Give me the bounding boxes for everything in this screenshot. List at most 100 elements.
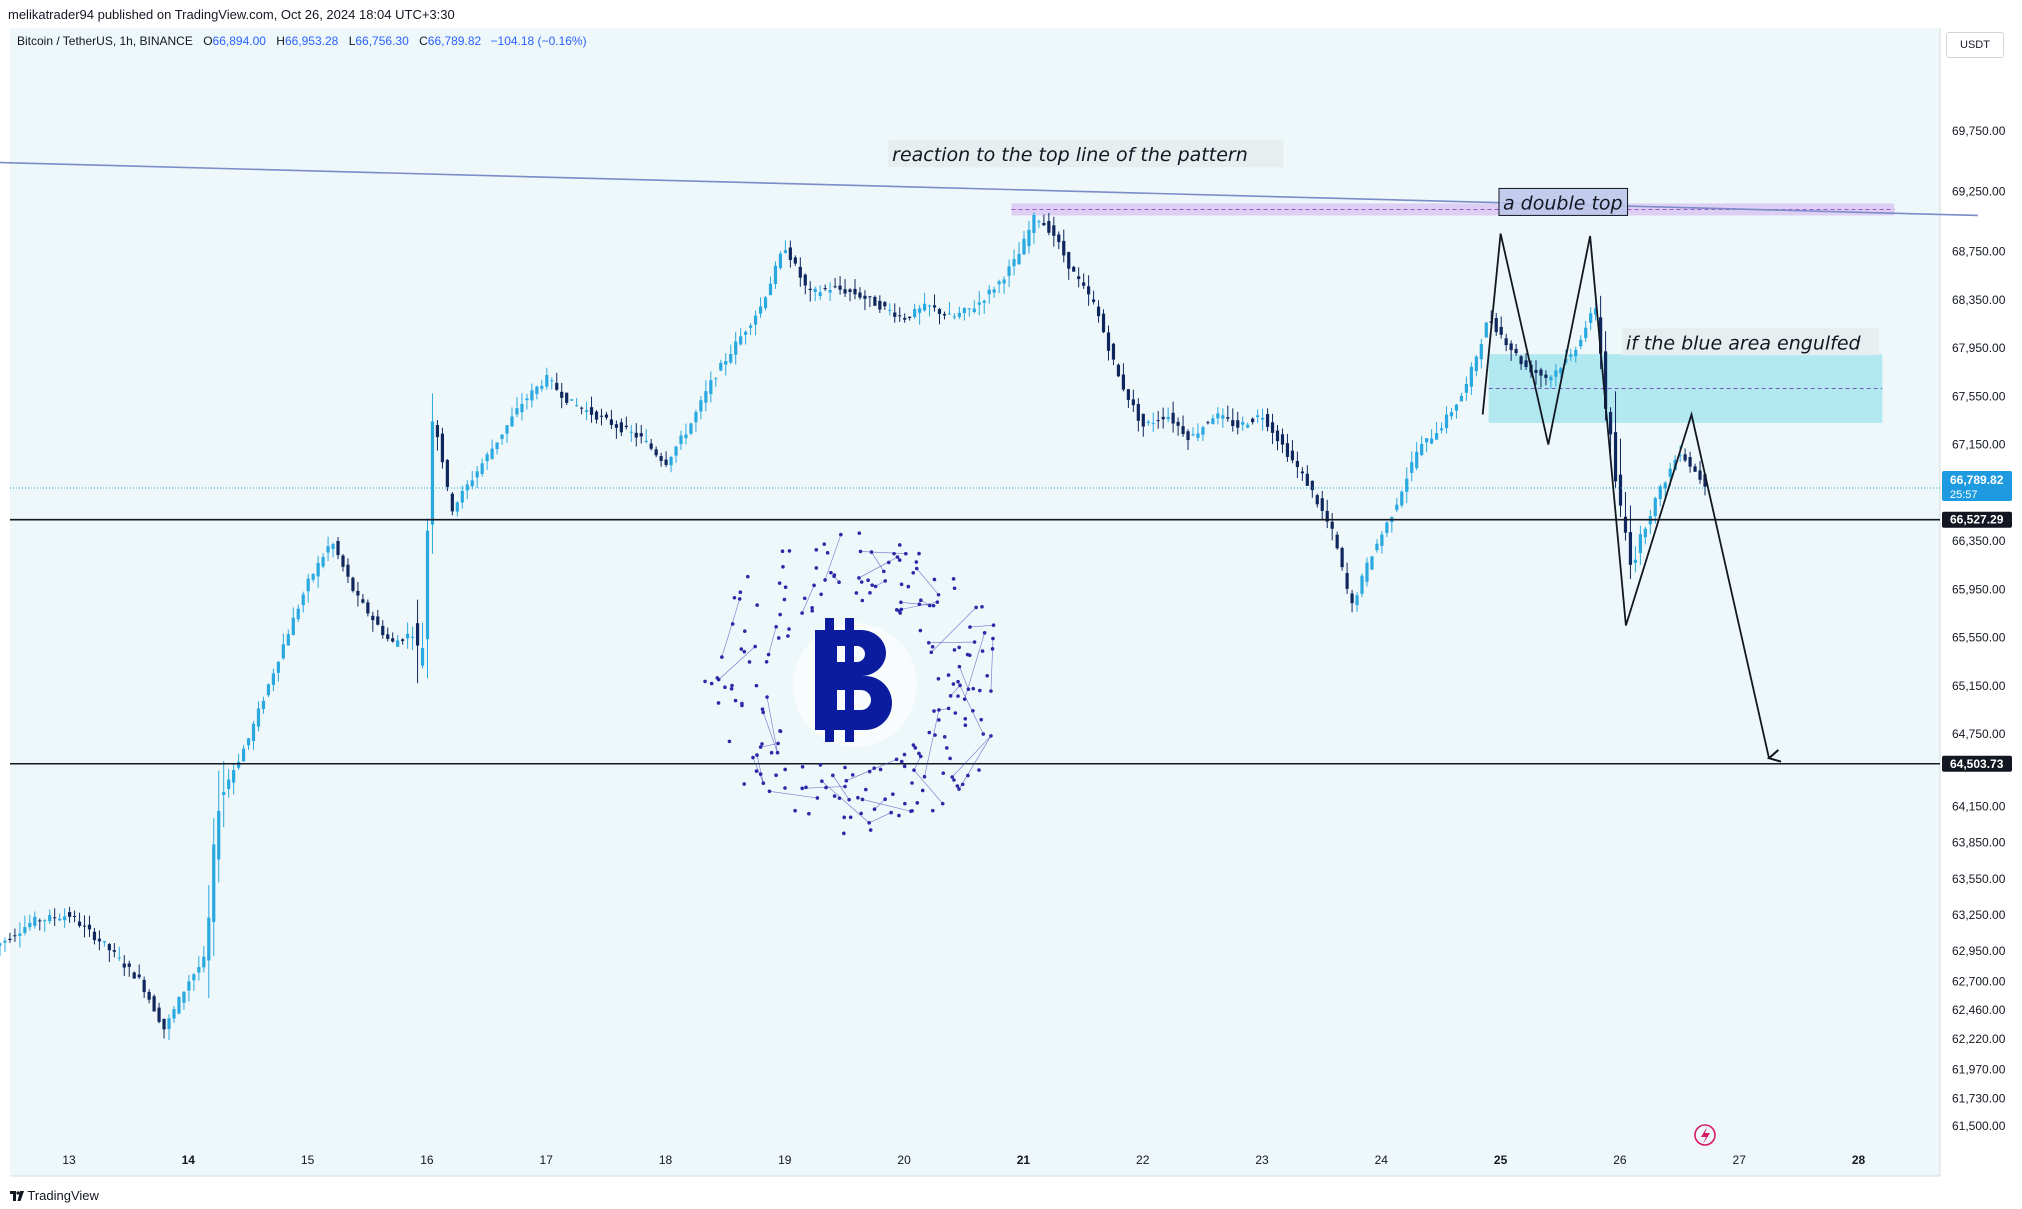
candle-body	[560, 391, 564, 398]
logo-network-node	[860, 797, 865, 802]
candle-body	[1360, 575, 1364, 594]
logo-network-edge	[957, 681, 984, 735]
candle-body	[1484, 322, 1488, 338]
tradingview-brand[interactable]: TradingView	[10, 1188, 99, 1203]
candle-body	[465, 484, 469, 491]
logo-network-node	[892, 551, 896, 556]
candle-body	[868, 296, 872, 298]
candle-body	[1574, 349, 1578, 357]
logo-network-node	[832, 794, 837, 798]
time-tick: 15	[301, 1153, 315, 1167]
candle-body	[1335, 534, 1339, 549]
candle-body	[1166, 416, 1170, 420]
candle-body	[947, 313, 952, 315]
logo-network-node	[899, 600, 903, 605]
candle-body	[863, 295, 867, 299]
candle-body	[371, 615, 375, 621]
low-label: L	[348, 34, 356, 48]
logo-network-node	[742, 782, 747, 786]
candle-body	[1116, 364, 1121, 377]
candle-body	[803, 274, 807, 286]
candle-body	[828, 290, 832, 293]
logo-network-node	[783, 767, 787, 772]
level-price-label-1: 66,527.29	[1950, 513, 2004, 527]
candle-body	[1400, 491, 1404, 506]
candle-body	[1395, 504, 1399, 511]
logo-network-edge	[760, 743, 779, 748]
candle-body	[1062, 240, 1066, 256]
logo-network-node	[745, 574, 750, 579]
logo-network-node	[932, 709, 936, 713]
currency-button[interactable]: USDT	[1946, 32, 2004, 58]
candle-body	[1603, 351, 1608, 409]
candle-body	[1439, 428, 1444, 431]
logo-network-node	[858, 549, 863, 554]
candle-body	[58, 918, 62, 921]
candle-body	[137, 974, 141, 978]
logo-network-node	[800, 611, 804, 615]
candle-body	[972, 308, 976, 313]
logo-network-node	[968, 625, 972, 629]
candle-body	[1549, 376, 1553, 381]
candle-body	[1285, 443, 1290, 457]
candle-body	[261, 700, 266, 710]
logo-network-node	[850, 773, 855, 777]
change-value: −104.18 (−0.16%)	[490, 34, 587, 48]
candle-body	[1280, 434, 1285, 445]
annotation-reaction-top-line: reaction to the top line of the pattern	[892, 144, 1248, 166]
logo-network-node	[786, 634, 790, 638]
logo-network-node	[804, 785, 808, 790]
candle-body	[1087, 286, 1091, 295]
candle-body	[1345, 573, 1349, 589]
candle-body	[1504, 338, 1508, 346]
logo-network-node	[978, 688, 982, 693]
candle-body	[396, 640, 400, 647]
candle-body	[1589, 313, 1593, 323]
high-label: H	[276, 34, 285, 48]
logo-network-node	[957, 645, 961, 650]
candle-body	[207, 917, 211, 961]
candle-body	[550, 380, 554, 382]
logo-network-node	[930, 808, 935, 813]
candle-body	[8, 938, 12, 941]
candle-body	[634, 432, 638, 438]
time-tick: 14	[182, 1153, 196, 1167]
logo-network-node	[953, 711, 958, 715]
candles	[0, 212, 1707, 1041]
logo-network-node	[919, 598, 923, 603]
logo-network-node	[732, 595, 737, 600]
candle-body	[1638, 534, 1642, 554]
logo-network-edge	[871, 551, 885, 572]
logo-network-node	[843, 784, 847, 789]
candle-body	[962, 308, 966, 314]
candle-body	[1658, 486, 1662, 500]
logo-network-node	[963, 723, 968, 728]
logo-network-node	[703, 679, 707, 684]
candle-body	[1305, 473, 1309, 486]
candle-body	[778, 253, 783, 268]
candle-body	[1236, 420, 1240, 428]
logo-network-node	[891, 792, 895, 796]
candle-body	[1156, 420, 1160, 422]
price-tick: 67,950.00	[1952, 341, 2006, 355]
candle-body	[1295, 460, 1299, 468]
trendline	[0, 161, 1978, 217]
logo-network-node	[991, 636, 995, 641]
logo-network-node	[776, 741, 780, 746]
candle-body	[873, 296, 877, 306]
candle-body	[455, 502, 459, 512]
candle-body	[197, 967, 201, 973]
candle-body	[1012, 259, 1016, 267]
logo-network-node	[915, 801, 920, 805]
logo-network-node	[914, 560, 919, 564]
candle-body	[913, 308, 917, 317]
logo-network-node	[982, 631, 987, 635]
logo-network-node	[881, 569, 886, 574]
candle-body	[1703, 474, 1707, 487]
candle-body	[604, 414, 609, 418]
low-value: 66,756.30	[355, 34, 409, 48]
candle-body	[1211, 418, 1215, 424]
time-tick: 23	[1255, 1153, 1269, 1167]
logo-network-node	[951, 577, 956, 581]
logo-network-node	[966, 687, 971, 691]
